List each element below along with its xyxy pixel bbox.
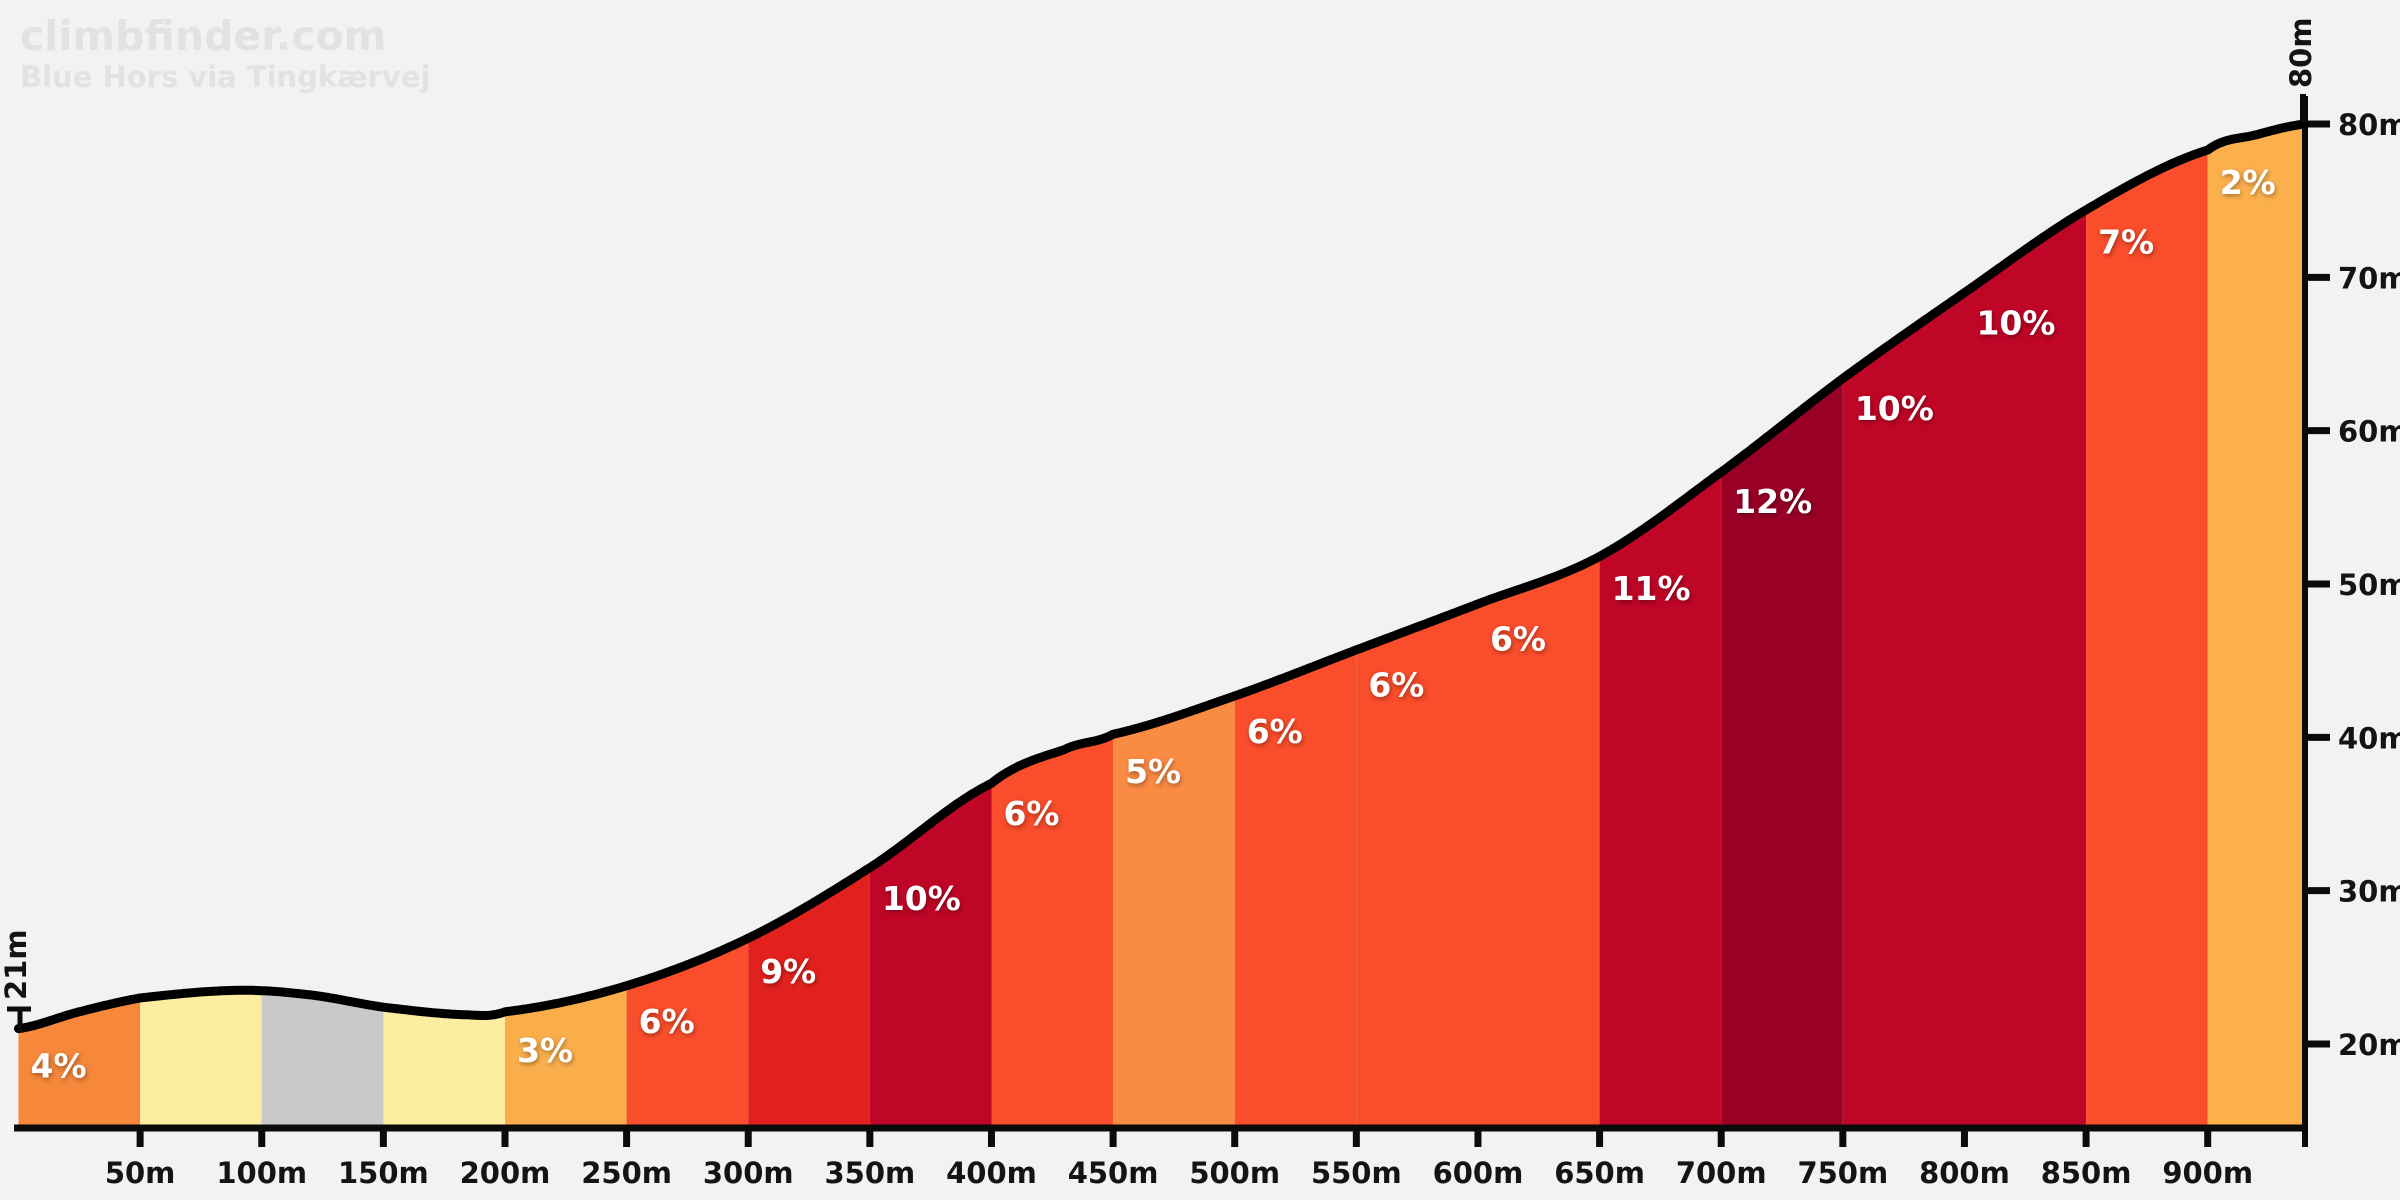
x-tick-label: 50m [105, 1156, 176, 1190]
gradient-label: 10% [1976, 303, 2055, 342]
gradient-segment [1599, 472, 1722, 1129]
x-tick-label: 400m [946, 1156, 1037, 1190]
gradient-segment [505, 985, 627, 1128]
gradient-segment [2207, 124, 2305, 1128]
gradient-label: 12% [1733, 482, 1812, 521]
gradient-label: 10% [1855, 389, 1934, 428]
gradient-segment [991, 734, 1114, 1128]
y-tick-label: 40m [2338, 721, 2400, 755]
gradient-label: 6% [1003, 794, 1059, 833]
gradient-label: 6% [1368, 665, 1424, 704]
x-tick-label: 900m [2162, 1156, 2253, 1190]
gradient-label: 5% [1125, 752, 1181, 791]
climb-title: Blue Hors via Tingkærvej [20, 60, 431, 95]
gradient-label: 2% [2220, 163, 2276, 202]
header: climbfinder.com Blue Hors via Tingkærvej [20, 12, 431, 95]
gradient-label: 6% [1490, 620, 1546, 659]
gradient-segment [1113, 695, 1235, 1128]
site-logo: climbfinder.com [20, 12, 387, 60]
gradient-segment [1964, 209, 2087, 1128]
gradient-label: 3% [517, 1031, 573, 1070]
y-tick-label: 50m [2338, 568, 2400, 602]
gradient-segment [626, 938, 749, 1128]
x-tick-label: 750m [1797, 1156, 1888, 1190]
y-tick-label: 60m [2338, 415, 2400, 449]
gradient-label: 6% [639, 1002, 695, 1041]
gradient-label: 4% [31, 1047, 87, 1086]
gradient-segment [383, 1007, 505, 1128]
gradient-segment [261, 990, 384, 1128]
x-tick-label: 800m [1919, 1156, 2010, 1190]
gradient-segment [748, 867, 870, 1128]
y-tick-label: 70m [2338, 261, 2400, 295]
summit-elevation-label: 80m [2284, 17, 2318, 88]
x-tick-label: 300m [703, 1156, 794, 1190]
x-tick-label: 550m [1311, 1156, 1402, 1190]
x-tick-label: 350m [824, 1156, 915, 1190]
start-elevation-label: 21m [0, 929, 33, 1000]
gradient-label: 9% [760, 952, 816, 991]
x-tick-label: 450m [1068, 1156, 1159, 1190]
gradient-segment [18, 998, 141, 1128]
x-tick-label: 150m [338, 1156, 429, 1190]
gradient-segment [1842, 292, 1965, 1128]
x-tick-label: 100m [216, 1156, 307, 1190]
x-tick-label: 600m [1433, 1156, 1524, 1190]
x-tick-label: 850m [2041, 1156, 2132, 1190]
x-tick-label: 200m [460, 1156, 551, 1190]
gradient-segment [1356, 603, 1478, 1128]
gradient-label: 11% [1612, 569, 1691, 608]
gradient-segment [140, 990, 262, 1128]
gradient-segment [1478, 556, 1600, 1128]
gradient-label: 7% [2098, 222, 2154, 261]
gradient-label: 6% [1247, 712, 1303, 751]
y-tick-label: 30m [2338, 875, 2400, 909]
gradient-segment [1721, 378, 1843, 1128]
x-tick-label: 500m [1189, 1156, 1280, 1190]
x-tick-label: 700m [1676, 1156, 1767, 1190]
y-tick-label: 80m [2338, 108, 2400, 142]
x-tick-label: 650m [1554, 1156, 1645, 1190]
x-tick-label: 250m [581, 1156, 672, 1190]
y-tick-label: 20m [2338, 1028, 2400, 1062]
gradient-segment [1234, 649, 1357, 1128]
gradient-segment [2086, 150, 2208, 1129]
gradient-label: 10% [882, 879, 961, 918]
gradient-segment [869, 783, 992, 1128]
elevation-curve [14, 119, 2310, 1034]
